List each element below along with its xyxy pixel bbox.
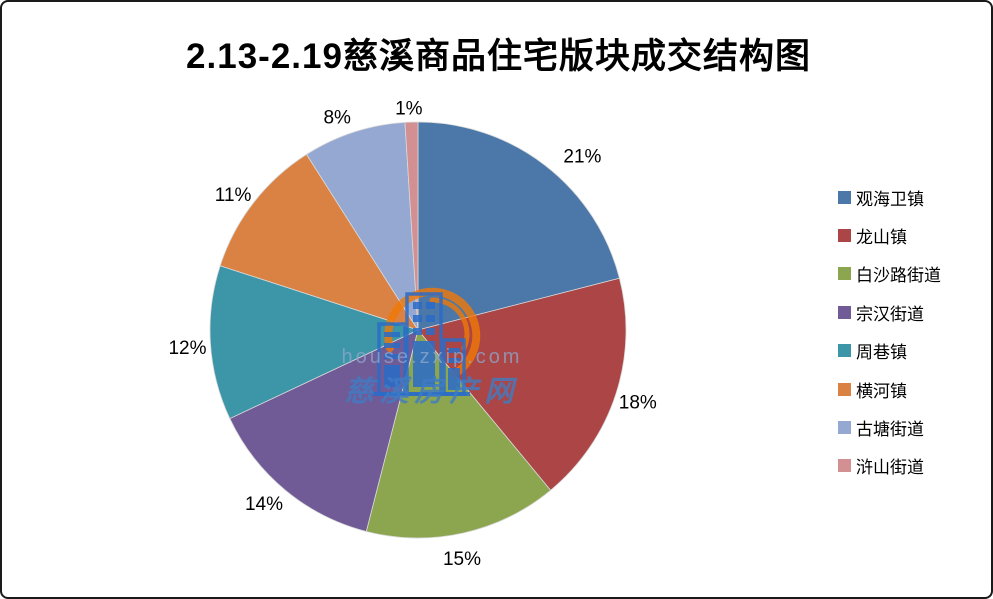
data-label: 1% [395, 99, 423, 120]
legend-marker [838, 267, 851, 281]
legend-label: 古塘街道 [856, 420, 924, 440]
data-label: 11% [215, 185, 252, 206]
pie-slice-6 [219, 153, 419, 331]
data-label: 12% [168, 338, 206, 359]
legend-item-7: 古塘街道 [838, 408, 941, 446]
chart-title: 2.13-2.19慈溪商品住宅版块成交结构图 [186, 37, 811, 76]
legend-label: 观海卫镇 [856, 189, 924, 209]
legend-label: 宗汉街道 [856, 304, 924, 324]
legend-marker [838, 382, 851, 396]
legend-item-4: 宗汉街道 [838, 293, 941, 331]
pie-slice-5 [209, 265, 420, 420]
legend-item-8: 浒山街道 [838, 447, 941, 485]
pie-slice-8 [404, 121, 419, 331]
data-label: 8% [323, 108, 351, 129]
data-label: 18% [619, 392, 657, 413]
legend-marker [838, 459, 851, 473]
pie-slice-1 [417, 121, 620, 331]
legend-item-3: 白沙路街道 [838, 255, 941, 293]
legend-label: 周巷镇 [856, 343, 907, 363]
legend-marker [838, 229, 851, 243]
legend-label: 白沙路街道 [856, 266, 941, 286]
legend-marker [838, 344, 851, 358]
legend-item-2: 龙山镇 [838, 216, 941, 254]
legend-marker [838, 305, 851, 319]
legend-label: 横河镇 [856, 381, 907, 401]
data-label: 14% [245, 494, 283, 515]
legend-label: 浒山街道 [856, 458, 924, 478]
legend-marker [838, 190, 851, 204]
data-label: 21% [563, 147, 601, 168]
legend-label: 龙山镇 [856, 228, 907, 248]
legend-item-6: 横河镇 [838, 370, 941, 408]
legend: 观海卫镇龙山镇白沙路街道宗汉街道周巷镇横河镇古塘街道浒山街道 [838, 178, 941, 485]
pie-slice-7 [305, 121, 419, 331]
legend-marker [838, 421, 851, 435]
legend-item-1: 观海卫镇 [838, 178, 941, 216]
pie-slice-4 [229, 329, 419, 532]
legend-item-5: 周巷镇 [838, 332, 941, 370]
data-label: 15% [443, 549, 481, 570]
